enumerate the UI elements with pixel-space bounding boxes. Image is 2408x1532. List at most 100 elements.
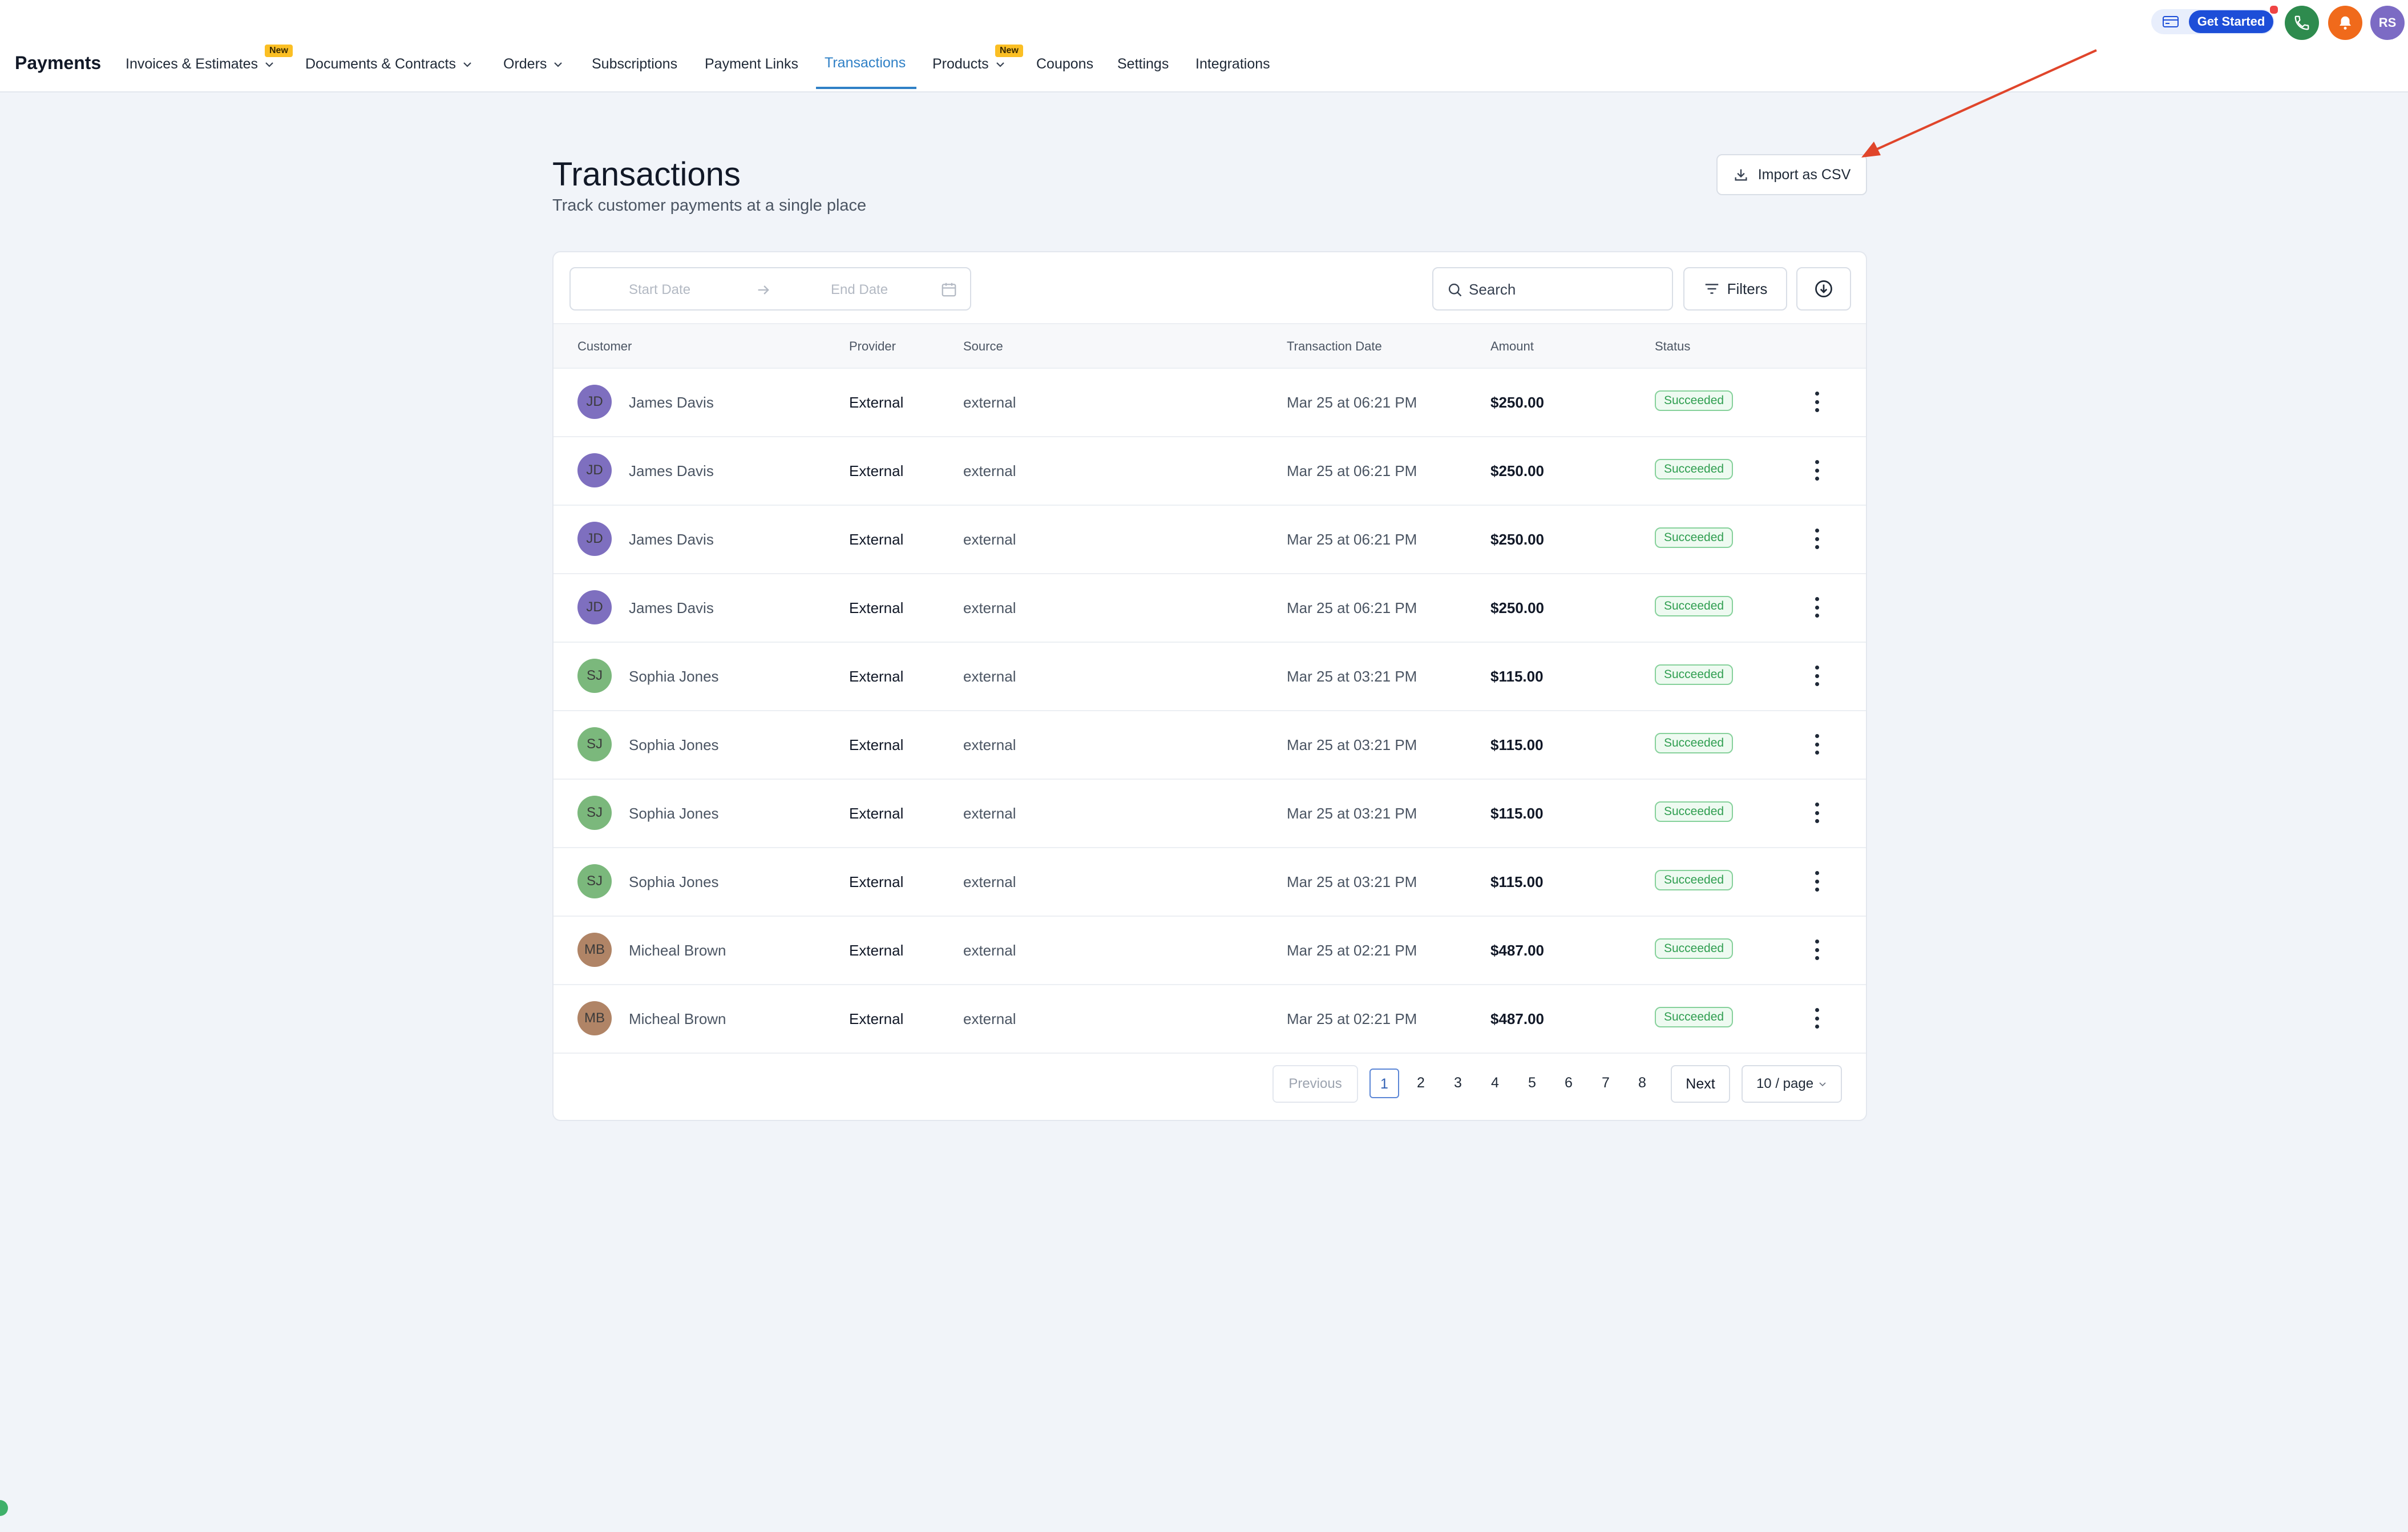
filters-button[interactable]: Filters: [1683, 267, 1787, 311]
amount: $250.00: [1490, 462, 1544, 479]
page-4-button[interactable]: 4: [1491, 1075, 1499, 1091]
nav-label: Payment Links: [705, 56, 798, 72]
import-csv-button[interactable]: Import as CSV: [1716, 154, 1867, 195]
row-actions-menu-icon[interactable]: [1811, 525, 1823, 553]
page-2-button[interactable]: 2: [1417, 1075, 1425, 1091]
customer-name[interactable]: Sophia Jones: [629, 668, 719, 685]
table-row[interactable]: JD James Davis External external Mar 25 …: [553, 368, 1866, 437]
amount: $487.00: [1490, 1010, 1544, 1027]
row-actions-menu-icon[interactable]: [1811, 936, 1823, 963]
column-header-status[interactable]: Status: [1655, 339, 1691, 353]
help-widget-icon[interactable]: [0, 1500, 8, 1516]
avatar: MB: [577, 1001, 612, 1035]
start-date-placeholder[interactable]: Start Date: [629, 282, 691, 297]
row-actions-menu-icon[interactable]: [1811, 388, 1823, 416]
table-row[interactable]: MB Micheal Brown External external Mar 2…: [553, 916, 1866, 985]
column-header-customer[interactable]: Customer: [577, 339, 632, 353]
column-header-source[interactable]: Source: [963, 339, 1003, 353]
transaction-date: Mar 25 at 02:21 PM: [1287, 942, 1417, 959]
user-avatar[interactable]: RS: [2370, 6, 2405, 40]
customer-name[interactable]: James Davis: [629, 394, 714, 411]
credit-card-icon: [2163, 16, 2179, 27]
search-field[interactable]: [1432, 267, 1673, 311]
arrow-right-icon: [758, 285, 769, 295]
customer-name[interactable]: James Davis: [629, 462, 714, 479]
nav-integrations[interactable]: Integrations: [1195, 56, 1270, 72]
table-row[interactable]: SJ Sophia Jones External external Mar 25…: [553, 642, 1866, 711]
calendar-icon: [942, 283, 956, 297]
table-row[interactable]: SJ Sophia Jones External external Mar 25…: [553, 710, 1866, 780]
row-actions-menu-icon[interactable]: [1811, 594, 1823, 621]
page-subtitle: Track customer payments at a single plac…: [552, 196, 867, 215]
transaction-date: Mar 25 at 03:21 PM: [1287, 805, 1417, 822]
nav-transactions[interactable]: Transactions: [825, 55, 906, 71]
source: external: [963, 805, 1016, 822]
nav-orders[interactable]: Orders: [503, 56, 564, 72]
customer-name[interactable]: Sophia Jones: [629, 873, 719, 890]
nav-label: Settings: [1117, 56, 1169, 72]
page-5-button[interactable]: 5: [1528, 1075, 1536, 1091]
customer-name[interactable]: Micheal Brown: [629, 942, 726, 959]
chevron-down-icon: [1819, 1082, 1826, 1087]
page-8-button[interactable]: 8: [1638, 1075, 1646, 1091]
nav-label: Coupons: [1036, 56, 1094, 72]
page-size-select[interactable]: 10 / page: [1742, 1065, 1842, 1103]
row-actions-menu-icon[interactable]: [1811, 868, 1823, 895]
previous-page-button[interactable]: Previous: [1272, 1065, 1358, 1103]
notifications-button[interactable]: [2328, 6, 2362, 40]
status-badge: Succeeded: [1655, 870, 1734, 890]
table-row[interactable]: SJ Sophia Jones External external Mar 25…: [553, 847, 1866, 917]
phone-icon: [2294, 15, 2309, 30]
row-actions-menu-icon[interactable]: [1811, 662, 1823, 690]
page-1-button[interactable]: 1: [1369, 1069, 1399, 1098]
column-header-amount[interactable]: Amount: [1490, 339, 1534, 353]
page-6-button[interactable]: 6: [1565, 1075, 1573, 1091]
status-badge: Succeeded: [1655, 1007, 1734, 1027]
avatar: JD: [577, 453, 612, 487]
page-size-label: 10 / page: [1756, 1076, 1814, 1091]
page-7-button[interactable]: 7: [1602, 1075, 1610, 1091]
app-title: Payments: [15, 53, 102, 73]
customer-name[interactable]: James Davis: [629, 599, 714, 616]
export-button[interactable]: [1796, 267, 1851, 311]
nav-documents-contracts[interactable]: Documents & Contracts: [305, 56, 473, 72]
status-badge: Succeeded: [1655, 801, 1734, 822]
date-range-picker[interactable]: Start Date End Date: [569, 267, 971, 311]
row-actions-menu-icon[interactable]: [1811, 799, 1823, 827]
source: external: [963, 942, 1016, 959]
customer-name[interactable]: Micheal Brown: [629, 1010, 726, 1027]
amount: $250.00: [1490, 599, 1544, 616]
search-input[interactable]: [1468, 277, 1664, 301]
chevron-down-icon: [265, 62, 273, 67]
table-row[interactable]: JD James Davis External external Mar 25 …: [553, 573, 1866, 643]
nav-coupons[interactable]: Coupons: [1036, 56, 1093, 72]
column-header-transaction-date[interactable]: Transaction Date: [1287, 339, 1382, 353]
nav-invoices-estimates[interactable]: Invoices & Estimates: [126, 56, 275, 72]
end-date-placeholder[interactable]: End Date: [831, 282, 888, 297]
next-page-button[interactable]: Next: [1671, 1065, 1730, 1103]
row-actions-menu-icon[interactable]: [1811, 457, 1823, 484]
new-badge: New: [265, 45, 293, 57]
avatar: SJ: [577, 659, 612, 693]
customer-name[interactable]: Sophia Jones: [629, 736, 719, 753]
nav-payment-links[interactable]: Payment Links: [705, 56, 798, 72]
customer-name[interactable]: James Davis: [629, 531, 714, 548]
customer-name[interactable]: Sophia Jones: [629, 805, 719, 822]
column-header-provider[interactable]: Provider: [849, 339, 896, 353]
get-started-button[interactable]: Get Started: [2189, 10, 2273, 33]
provider: External: [849, 462, 904, 479]
table-row[interactable]: MB Micheal Brown External external Mar 2…: [553, 984, 1866, 1054]
row-actions-menu-icon[interactable]: [1811, 731, 1823, 758]
chevron-down-icon: [554, 62, 563, 67]
table-row[interactable]: JD James Davis External external Mar 25 …: [553, 436, 1866, 506]
phone-button[interactable]: [2285, 6, 2319, 40]
table-row[interactable]: JD James Davis External external Mar 25 …: [553, 505, 1866, 574]
nav-products[interactable]: Products: [932, 56, 1006, 72]
row-actions-menu-icon[interactable]: [1811, 1005, 1823, 1032]
nav-subscriptions[interactable]: Subscriptions: [592, 56, 677, 72]
page-3-button[interactable]: 3: [1454, 1075, 1462, 1091]
source: external: [963, 531, 1016, 548]
nav-settings[interactable]: Settings: [1117, 56, 1169, 72]
source: external: [963, 462, 1016, 479]
table-row[interactable]: SJ Sophia Jones External external Mar 25…: [553, 779, 1866, 848]
